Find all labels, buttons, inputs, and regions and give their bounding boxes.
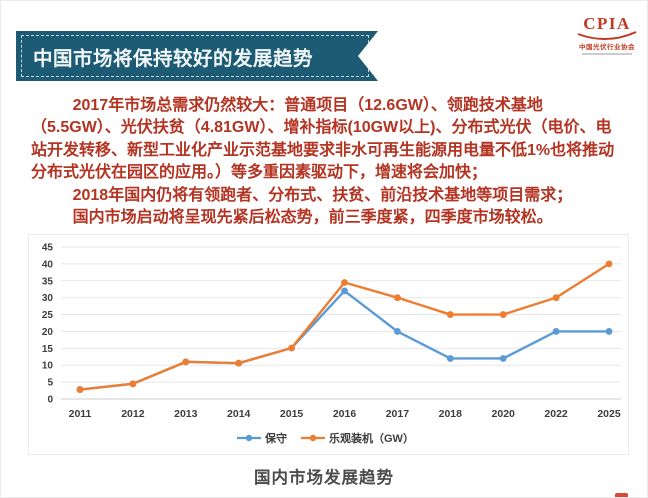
x-axis-tick: 2017 xyxy=(386,408,410,420)
y-axis-tick: 10 xyxy=(42,361,54,372)
paragraph-2017-demand: 2017年市场总需求仍然较大：普通项目（12.6GW）、领跑技术基地（5.5GW… xyxy=(31,97,615,182)
y-axis-tick: 0 xyxy=(47,395,53,406)
body-text-block: 2017年市场总需求仍然较大：普通项目（12.6GW）、领跑技术基地（5.5GW… xyxy=(31,95,623,229)
cpia-swoosh-icon xyxy=(577,31,637,40)
chart-caption: 国内市场发展趋势 xyxy=(254,469,394,487)
y-axis-tick: 25 xyxy=(42,310,54,321)
y-axis-tick: 15 xyxy=(42,344,54,355)
market-trend-chart-panel: 0 5 10 15 20 25 30 35 40 45 2011 2012 2013 2014 2015 20… xyxy=(28,234,629,455)
x-axis-tick: 2020 xyxy=(492,408,516,420)
x-axis-tick: 2018 xyxy=(439,408,463,420)
x-axis-tick: 2025 xyxy=(597,408,621,420)
x-axis-tick: 2011 xyxy=(69,408,92,420)
cpia-acronym: CPIA xyxy=(583,14,631,33)
legend-label: 保守 xyxy=(264,431,287,445)
x-axis-tick: 2016 xyxy=(333,408,357,420)
title-banner: 中国市场将保持较好的发展趋势 xyxy=(16,31,378,81)
chart-legend: 保守 乐观装机（GW） xyxy=(237,431,414,445)
y-axis-tick: 20 xyxy=(42,327,54,338)
cpia-logo: CPIA 中国光伏行业协会 xyxy=(574,15,640,55)
red-corner-mark xyxy=(615,493,628,497)
y-axis-tick: 45 xyxy=(42,243,54,254)
chart-series-line-1 xyxy=(76,260,613,393)
x-axis-tick: 2012 xyxy=(121,408,145,420)
cpia-org-name: 中国光伏行业协会 xyxy=(579,44,635,51)
legend-label: 乐观装机（GW） xyxy=(329,431,414,445)
y-axis-tick: 30 xyxy=(42,293,54,304)
paragraph-2018-demand: 2018年国内仍将有领跑者、分布式、扶贫、前沿技术基地等项目需求； xyxy=(72,186,573,204)
x-axis-ticks: 2011 2012 2013 2014 2015 2016 2017 2018 2020 2022… xyxy=(69,408,621,420)
y-axis-tick: 35 xyxy=(42,276,54,287)
y-axis-tick: 5 xyxy=(47,378,53,389)
y-axis-tick: 40 xyxy=(42,259,54,270)
chart-series-line-0 xyxy=(76,287,613,393)
x-axis-tick: 2014 xyxy=(227,408,251,420)
paragraph-market-pace: 国内市场启动将呈现先紧后松态势，前三季度紧，四季度市场较松。 xyxy=(72,209,553,227)
chart-gridlines: 0 5 10 15 20 25 30 35 40 45 xyxy=(42,243,621,406)
x-axis-tick: 2015 xyxy=(280,408,304,420)
page-title: 中国市场将保持较好的发展趋势 xyxy=(33,47,314,70)
cpia-tagline-line xyxy=(582,53,632,55)
x-axis-tick: 2013 xyxy=(174,408,198,420)
x-axis-tick: 2022 xyxy=(544,408,568,420)
